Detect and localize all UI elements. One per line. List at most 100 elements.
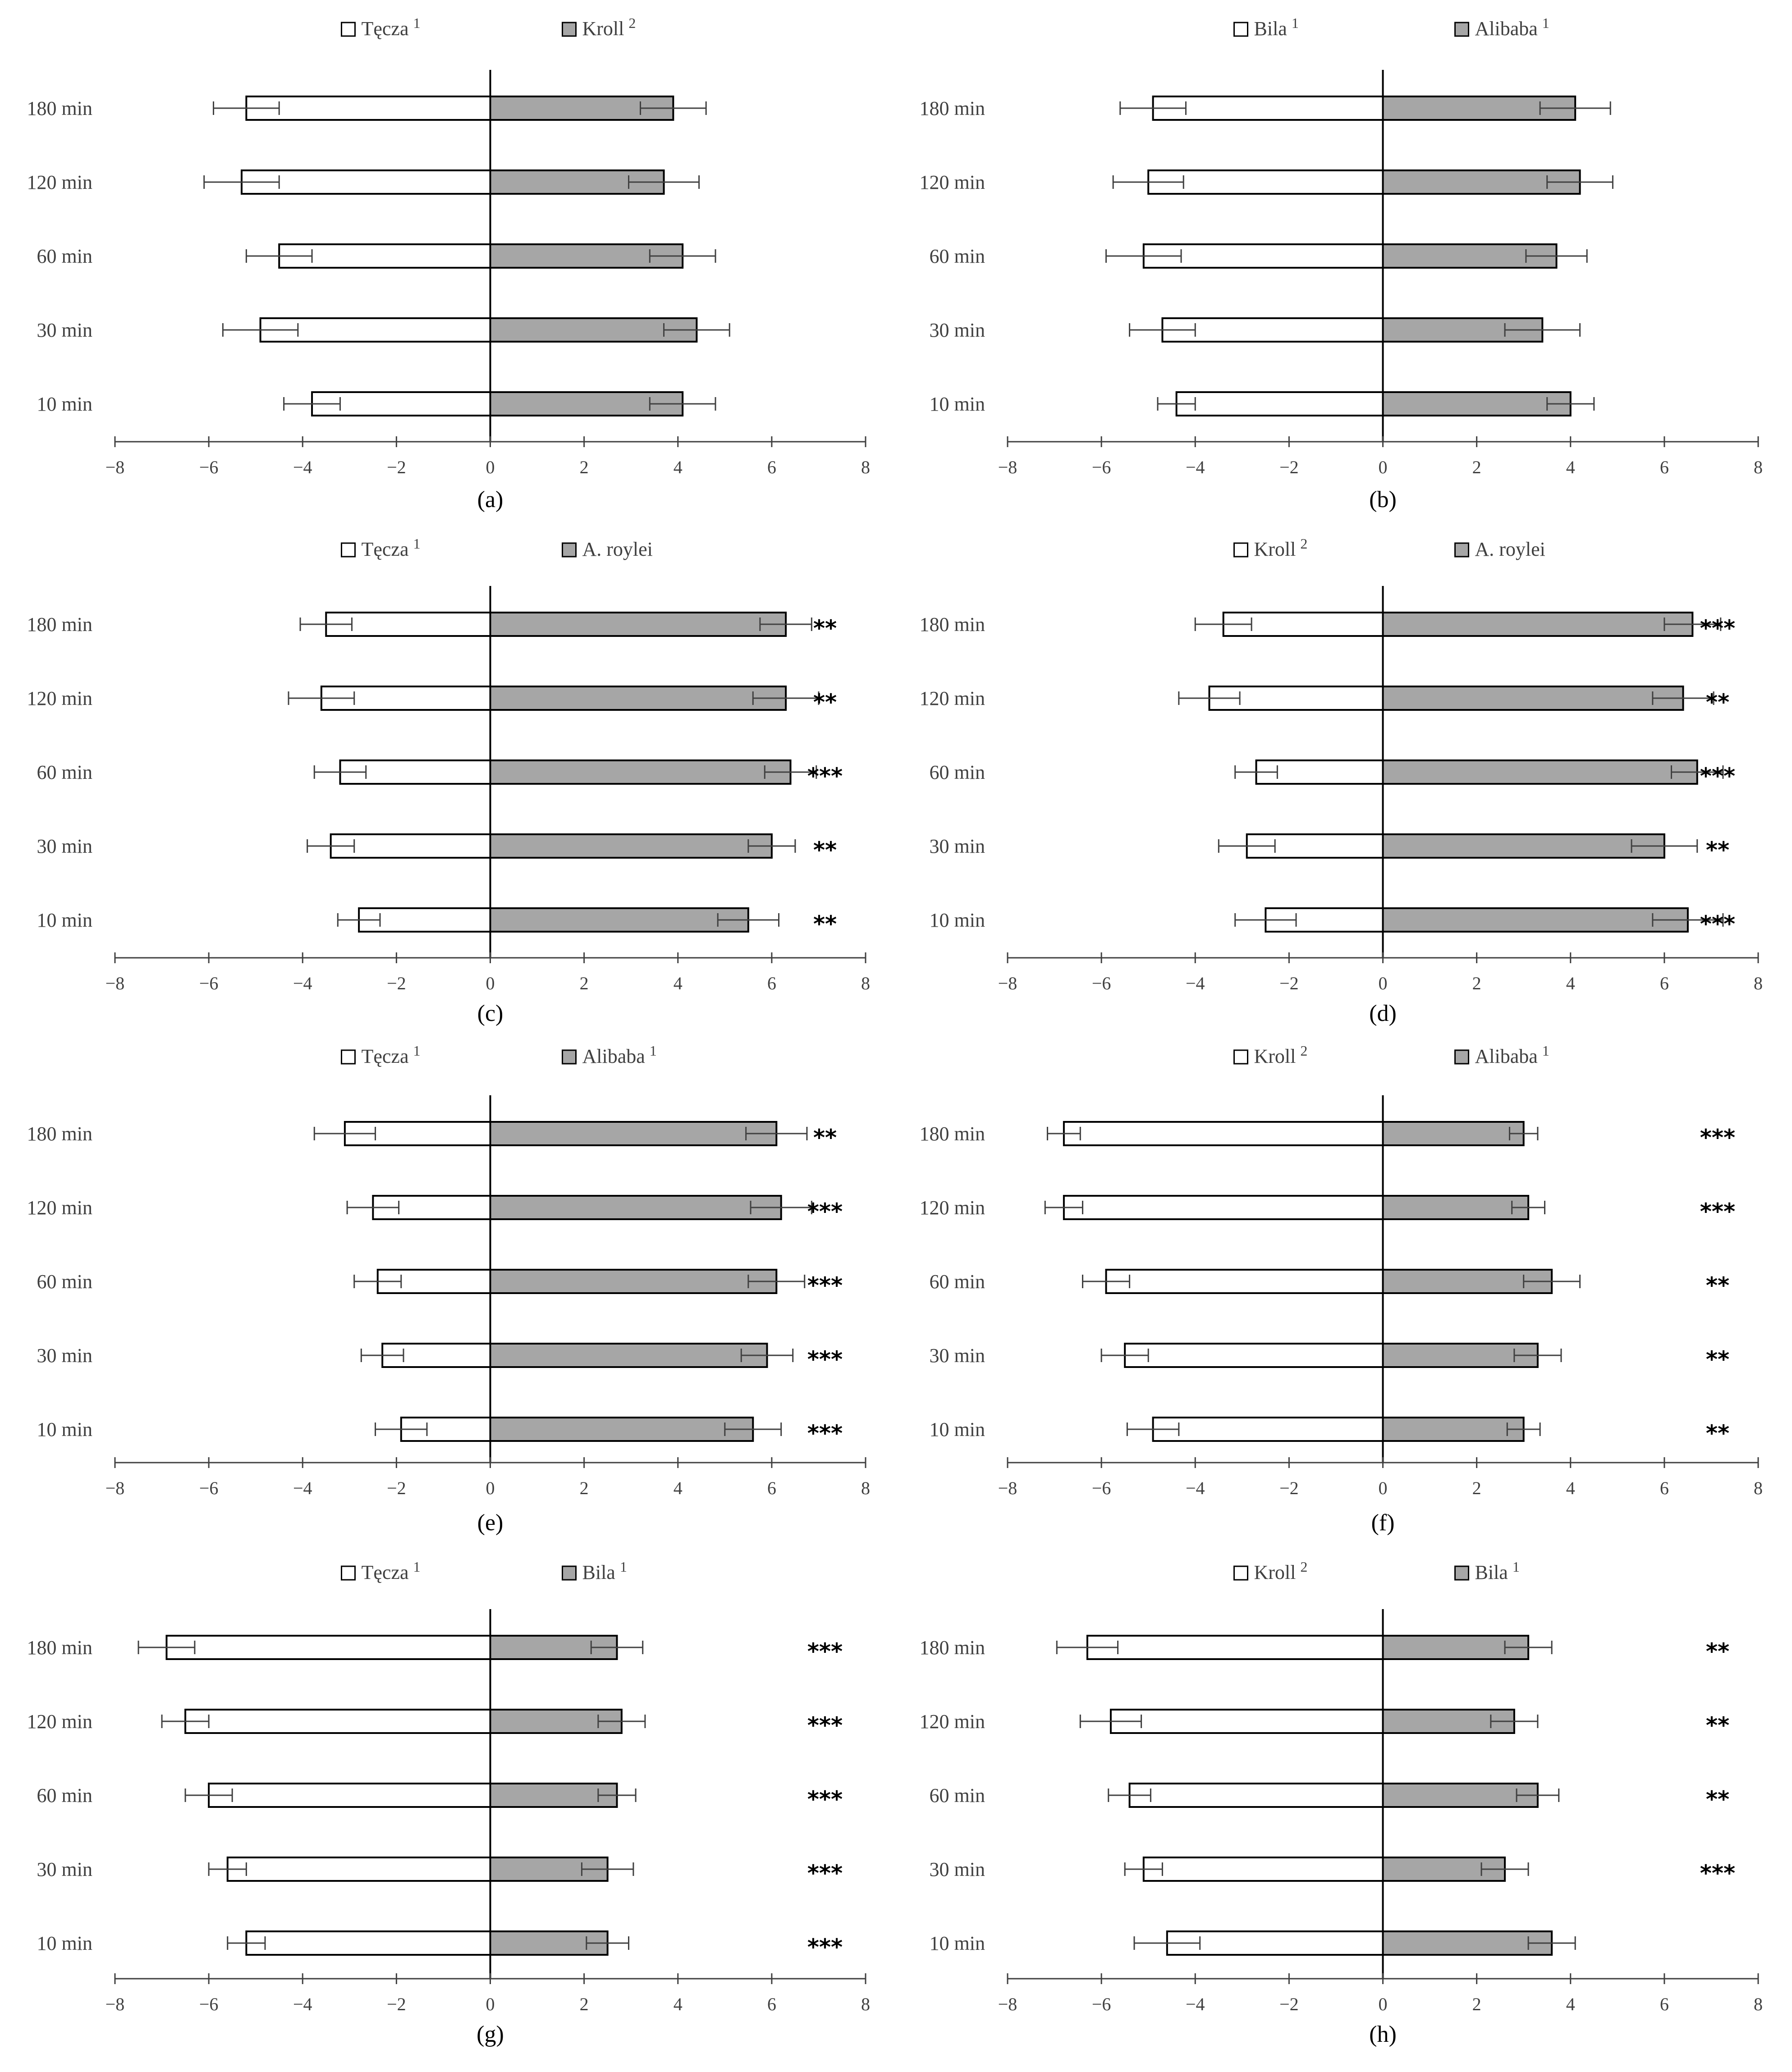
x-tick-label: −8 — [105, 973, 125, 993]
category-label: 180 min — [27, 1637, 92, 1659]
bar-left — [1161, 317, 1384, 343]
significance-marker: *** — [807, 1638, 843, 1665]
significance-marker: ** — [1706, 1346, 1729, 1372]
x-tick-label: −2 — [1279, 1478, 1299, 1498]
legend: Bila 1 Alibaba 1 — [1233, 15, 1549, 40]
legend-swatch-left — [341, 1565, 356, 1581]
legend-superscript: 1 — [1292, 15, 1299, 31]
legend-swatch-right — [562, 1565, 577, 1581]
significance-marker: ** — [1706, 1272, 1729, 1299]
category-label: 30 min — [930, 1345, 985, 1367]
category-label: 120 min — [27, 171, 92, 193]
bar-left — [245, 1930, 491, 1956]
x-tick-label: 0 — [486, 1994, 495, 2014]
legend-series-name: Bila — [1254, 18, 1287, 40]
bar-right — [489, 1121, 778, 1146]
x-tick-label: −6 — [199, 1478, 219, 1498]
legend-series-name: Tęcza — [362, 1561, 409, 1583]
legend-superscript: 1 — [1512, 1559, 1520, 1575]
x-tick-label: 8 — [861, 1478, 870, 1498]
bar-left — [1124, 1343, 1384, 1368]
legend-superscript: 2 — [1300, 1559, 1307, 1575]
category-label: 60 min — [930, 761, 985, 783]
legend: Tęcza 1 A. roylei — [341, 535, 653, 560]
significance-marker: *** — [1700, 1125, 1735, 1151]
panel-label: (a) — [477, 487, 504, 512]
significance-marker: *** — [1700, 911, 1735, 937]
bar-left — [240, 169, 491, 195]
bar-right — [1382, 1417, 1525, 1442]
x-tick-label: −4 — [293, 1478, 312, 1498]
x-tick-label: 4 — [1566, 457, 1575, 477]
x-tick-label: −2 — [387, 1478, 406, 1498]
legend-series-name: Kroll — [1254, 1561, 1296, 1583]
x-tick-label: 0 — [486, 1478, 495, 1498]
category-label: 180 min — [920, 97, 985, 119]
x-tick-label: −6 — [199, 973, 219, 993]
legend-series-name: A. roylei — [582, 538, 653, 560]
x-tick-label: 2 — [580, 973, 589, 993]
bar-right — [1382, 1930, 1553, 1956]
legend-swatch-left — [1233, 22, 1248, 37]
x-tick-label: −8 — [105, 1994, 125, 2014]
legend-swatch-right — [1454, 1049, 1469, 1065]
x-tick-label: 6 — [1660, 1994, 1669, 2014]
x-tick-label: 2 — [1472, 973, 1481, 993]
x-tick-label: −2 — [387, 1994, 406, 2014]
x-axis: −8 −6 −4 −2 0 2 4 6 8 — [105, 952, 870, 993]
bar-right — [489, 612, 787, 637]
bar-left — [1175, 391, 1384, 416]
x-tick-label: 8 — [1754, 457, 1763, 477]
legend-label-right: Alibaba 1 — [582, 1043, 657, 1067]
legend: Tęcza 1 Alibaba 1 — [341, 1043, 657, 1067]
bar-right — [1382, 391, 1572, 416]
legend: Kroll 2 Alibaba 1 — [1233, 1043, 1549, 1067]
significance-marker: *** — [807, 1420, 843, 1446]
significance-marker: ** — [1706, 1712, 1729, 1738]
legend-label-right: A. roylei — [1475, 538, 1545, 560]
x-tick-label: 2 — [1472, 1478, 1481, 1498]
x-axis: −8 −6 −4 −2 0 2 4 6 8 — [998, 436, 1763, 477]
bar-left — [226, 1857, 491, 1882]
bar-right — [489, 759, 792, 785]
legend-superscript: 1 — [413, 1559, 421, 1575]
x-tick-label: −6 — [1092, 457, 1111, 477]
x-tick-label: 4 — [1566, 1478, 1575, 1498]
legend-label-right: Bila 1 — [582, 1559, 627, 1583]
x-axis: −8 −6 −4 −2 0 2 4 6 8 — [998, 952, 1763, 993]
x-tick-label: −2 — [1279, 1994, 1299, 2014]
x-tick-label: −2 — [1279, 973, 1299, 993]
bar-left — [1128, 1783, 1384, 1808]
category-label: 30 min — [930, 835, 985, 857]
category-label: 30 min — [930, 1858, 985, 1880]
bar-left — [278, 243, 491, 269]
x-tick-label: −8 — [105, 1478, 125, 1498]
x-tick-label: 8 — [861, 1994, 870, 2014]
legend-series-name: Kroll — [1254, 538, 1296, 560]
category-label: 10 min — [37, 393, 92, 415]
legend-label-left: Bila 1 — [1254, 15, 1299, 40]
category-label: 120 min — [920, 687, 985, 709]
chart-panel-c: Tęcza 1 A. roylei 180 min ** 120 min ** 60 min *… — [27, 535, 870, 1026]
category-label: 120 min — [27, 1197, 92, 1219]
category-label: 120 min — [920, 1197, 985, 1219]
significance-marker: ** — [813, 689, 837, 715]
x-tick-label: −2 — [1279, 457, 1299, 477]
bar-left — [1063, 1195, 1384, 1220]
x-tick-label: 6 — [1660, 973, 1669, 993]
legend-swatch-left — [341, 1049, 356, 1065]
x-tick-label: 0 — [1379, 457, 1388, 477]
bar-left — [184, 1709, 491, 1734]
category-label: 60 min — [37, 1784, 92, 1807]
legend-label-left: Kroll 2 — [1254, 1559, 1308, 1583]
x-tick-label: −6 — [1092, 1478, 1111, 1498]
x-axis: −8 −6 −4 −2 0 2 4 6 8 — [105, 1973, 870, 2014]
category-label: 60 min — [37, 761, 92, 783]
x-tick-label: 0 — [486, 457, 495, 477]
legend-swatch-left — [341, 542, 356, 558]
bar-right — [1382, 1195, 1530, 1220]
x-tick-label: 0 — [1379, 973, 1388, 993]
category-label: 180 min — [920, 613, 985, 636]
x-tick-label: 6 — [767, 457, 776, 477]
category-label: 10 min — [37, 909, 92, 931]
